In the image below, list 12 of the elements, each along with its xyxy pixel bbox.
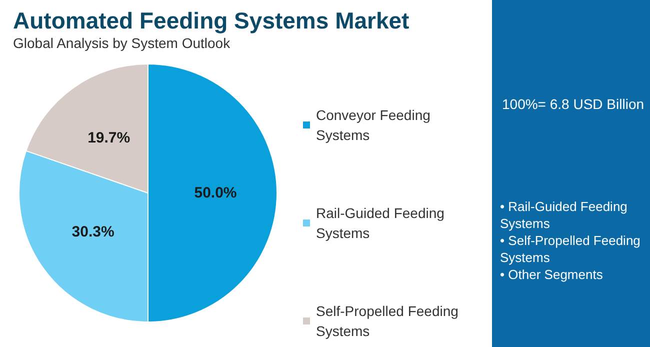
chart-title: Automated Feeding Systems Market <box>13 8 410 34</box>
text: • Self-Propelled Feeding Systems <box>500 232 642 266</box>
legend-label: Self-Propelled Feeding Systems <box>316 303 462 339</box>
text: 100%= 6.8 USD Billion <box>502 96 646 112</box>
data-label: 30.3% <box>72 224 114 241</box>
legend-label: Rail-Guided Feeding Systems <box>316 205 448 241</box>
legend-label: Conveyor Feeding Systems <box>316 107 434 143</box>
text: • Other Segments <box>500 266 604 283</box>
text: • Rail-Guided Feeding Systems <box>500 198 628 232</box>
data-label: 19.7% <box>88 130 130 147</box>
data-label: 50.0% <box>194 184 237 202</box>
chart-subtitle: Global Analysis by System Outlook <box>13 35 232 51</box>
